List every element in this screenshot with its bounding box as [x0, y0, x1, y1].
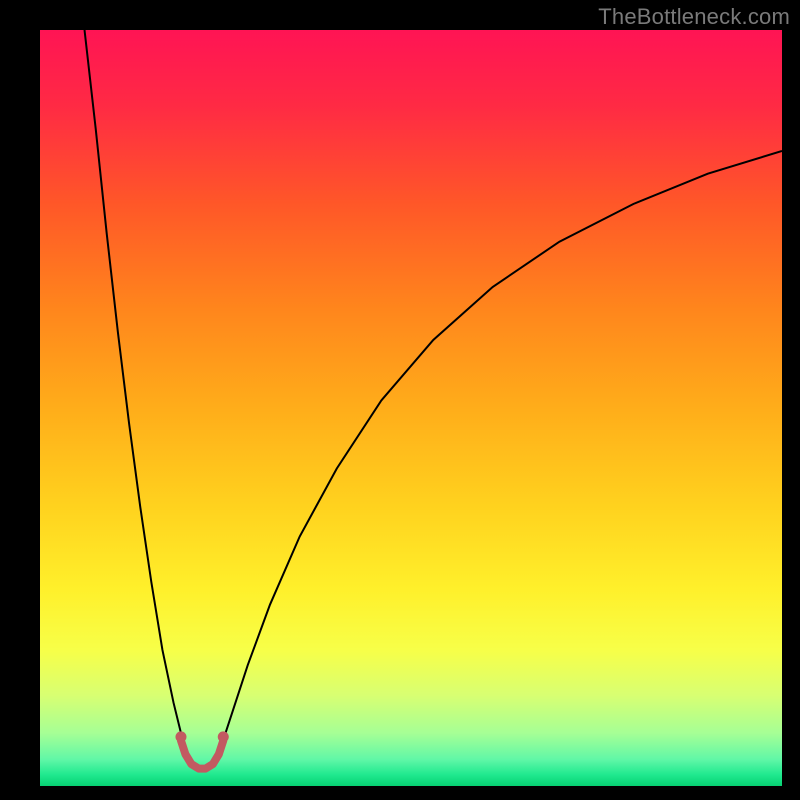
watermark-text: TheBottleneck.com	[598, 4, 790, 30]
figure-container: TheBottleneck.com	[0, 0, 800, 800]
optimal-range-dot	[218, 731, 229, 742]
plot-area	[40, 30, 782, 786]
bottleneck-chart	[0, 0, 800, 800]
optimal-range-dot	[175, 731, 186, 742]
gradient-background	[40, 30, 782, 786]
